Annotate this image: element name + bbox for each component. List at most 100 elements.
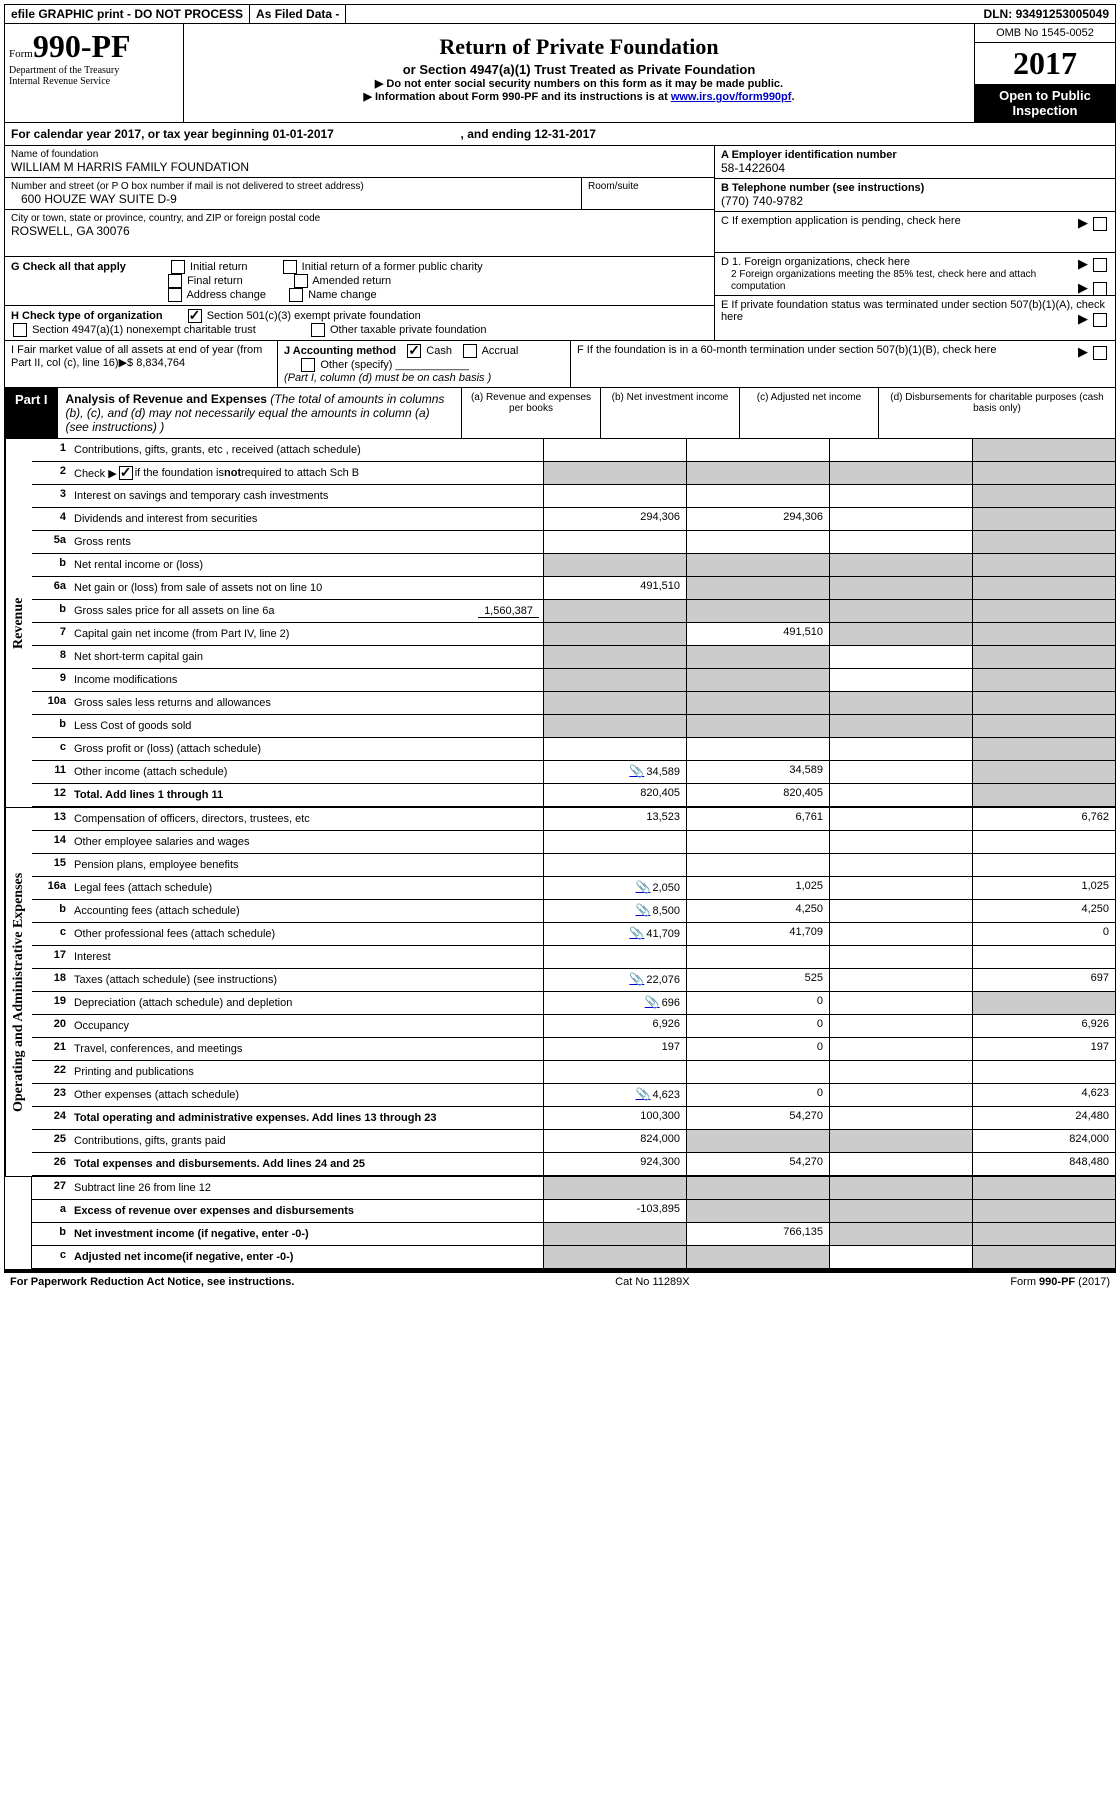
line-no: 26: [32, 1153, 70, 1175]
amt-b: [686, 439, 829, 461]
chk-address[interactable]: [168, 288, 182, 302]
page-footer: For Paperwork Reduction Act Notice, see …: [4, 1271, 1116, 1291]
g-cell: G Check all that apply Initial return In…: [5, 257, 714, 306]
d1: D 1. Foreign organizations, check here: [721, 256, 910, 268]
open-inspection: Open to Public Inspection: [975, 84, 1115, 122]
amt-a: 📎4,623: [543, 1084, 686, 1106]
chk-other-tax[interactable]: [311, 323, 325, 337]
attachment-icon[interactable]: 📎: [636, 1087, 651, 1101]
i-val: 8,834,764: [136, 357, 185, 369]
line-no: 14: [32, 831, 70, 853]
line-desc: Travel, conferences, and meetings: [70, 1038, 543, 1060]
amt-c: [829, 577, 972, 599]
net-section: 27 Subtract line 26 from line 12 a Exces…: [4, 1177, 1116, 1271]
line-desc: Depreciation (attach schedule) and deple…: [70, 992, 543, 1014]
amt-c: [829, 531, 972, 553]
g4: Amended return: [312, 275, 391, 287]
line-desc: Total. Add lines 1 through 11: [70, 784, 543, 806]
calyear-end: 12-31-2017: [535, 127, 596, 141]
chk-final[interactable]: [168, 274, 182, 288]
amt-d: [972, 761, 1115, 783]
attachment-icon[interactable]: 📎: [629, 764, 644, 778]
amt-a: [543, 554, 686, 576]
line-19: 19 Depreciation (attach schedule) and de…: [32, 992, 1115, 1015]
line-c: c Other professional fees (attach schedu…: [32, 923, 1115, 946]
line-4: 4 Dividends and interest from securities…: [32, 508, 1115, 531]
amt-a: 820,405: [543, 784, 686, 806]
chk-d1[interactable]: [1093, 258, 1107, 272]
chk-accrual[interactable]: [463, 344, 477, 358]
main-title: Return of Private Foundation: [188, 34, 970, 60]
line-no: 11: [32, 761, 70, 783]
year-box: OMB No 1545-0052 2017 Open to Public Ins…: [975, 24, 1115, 122]
line-no: 13: [32, 808, 70, 830]
footer-mid: Cat No 11289X: [615, 1276, 689, 1288]
amt-d: [972, 784, 1115, 806]
amt-c: [829, 554, 972, 576]
attachment-icon[interactable]: 📎: [629, 926, 644, 940]
line-8: 8 Net short-term capital gain: [32, 646, 1115, 669]
expenses-section: Operating and Administrative Expenses 13…: [4, 808, 1116, 1177]
line-desc: Gross sales less returns and allowances: [70, 692, 543, 714]
amt-a: [543, 1246, 686, 1268]
amt-a: [543, 600, 686, 622]
e-label: E If private foundation status was termi…: [721, 299, 1105, 323]
amt-c: [829, 969, 972, 991]
amt-c: [829, 669, 972, 691]
part1-title: Analysis of Revenue and Expenses (The to…: [58, 388, 461, 438]
line-b: b Gross sales price for all assets on li…: [32, 600, 1115, 623]
chk-other-acct[interactable]: [301, 358, 315, 372]
amt-d: [972, 646, 1115, 668]
amt-d: 6,926: [972, 1015, 1115, 1037]
efile-label: efile GRAPHIC print - DO NOT PROCESS: [5, 5, 250, 23]
amt-c: [829, 808, 972, 830]
attachment-icon[interactable]: 📎: [636, 880, 651, 894]
amt-c: [829, 462, 972, 484]
chk-name[interactable]: [289, 288, 303, 302]
amt-a: [543, 1061, 686, 1083]
chk-cash[interactable]: [407, 344, 421, 358]
line-no: 5a: [32, 531, 70, 553]
chk-501c3[interactable]: [188, 309, 202, 323]
amt-c: [829, 992, 972, 1014]
chk-initial[interactable]: [171, 260, 185, 274]
side-revenue: Revenue: [5, 439, 32, 807]
chk-schb[interactable]: [119, 466, 133, 480]
chk-e[interactable]: [1093, 313, 1107, 327]
chk-amended[interactable]: [294, 274, 308, 288]
d2: 2 Foreign organizations meeting the 85% …: [731, 269, 1036, 292]
chk-d2[interactable]: [1093, 282, 1107, 296]
line-no: c: [32, 923, 70, 945]
amt-d: [972, 669, 1115, 691]
line-desc: Net short-term capital gain: [70, 646, 543, 668]
amt-a: [543, 1177, 686, 1199]
chk-c[interactable]: [1093, 217, 1107, 231]
amt-d: [972, 554, 1115, 576]
amt-b: [686, 715, 829, 737]
chk-f[interactable]: [1093, 346, 1107, 360]
amt-d: [972, 623, 1115, 645]
line-a: a Excess of revenue over expenses and di…: [32, 1200, 1115, 1223]
line-desc: Net gain or (loss) from sale of assets n…: [70, 577, 543, 599]
instructions-link[interactable]: www.irs.gov/form990pf: [671, 91, 792, 103]
line-c: c Adjusted net income(if negative, enter…: [32, 1246, 1115, 1269]
amt-c: [829, 761, 972, 783]
amt-c: [829, 439, 972, 461]
amt-d: [972, 1246, 1115, 1268]
line-desc: Income modifications: [70, 669, 543, 691]
amt-c: [829, 623, 972, 645]
amt-b: [686, 1130, 829, 1152]
line-c: c Gross profit or (loss) (attach schedul…: [32, 738, 1115, 761]
attachment-icon[interactable]: 📎: [636, 903, 651, 917]
amt-b: 41,709: [686, 923, 829, 945]
amt-d: 4,250: [972, 900, 1115, 922]
chk-initial-former[interactable]: [283, 260, 297, 274]
attachment-icon[interactable]: 📎: [645, 995, 660, 1009]
line-24: 24 Total operating and administrative ex…: [32, 1107, 1115, 1130]
col-a: (a) Revenue and expenses per books: [462, 388, 601, 438]
city-cell: City or town, state or province, country…: [5, 210, 714, 257]
attachment-icon[interactable]: 📎: [629, 972, 644, 986]
chk-4947[interactable]: [13, 323, 27, 337]
amt-c: [829, 646, 972, 668]
amt-c: [829, 508, 972, 530]
